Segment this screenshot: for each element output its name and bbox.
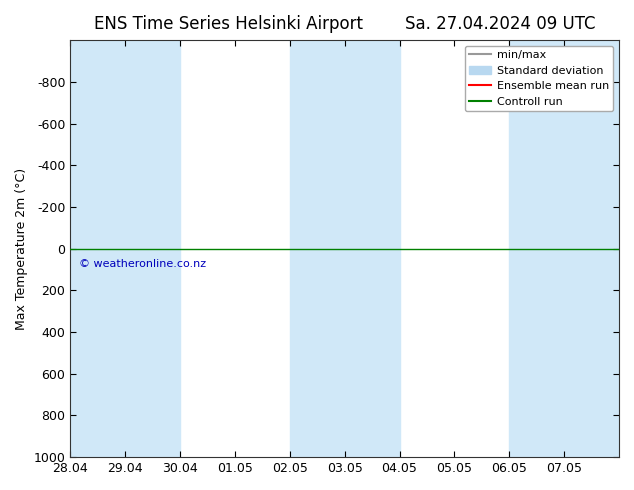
Text: © weatheronline.co.nz: © weatheronline.co.nz [79, 259, 205, 269]
Bar [509, 40, 619, 457]
Bar [70, 40, 180, 457]
Bar [290, 40, 399, 457]
Legend: min/max, Standard deviation, Ensemble mean run, Controll run: min/max, Standard deviation, Ensemble me… [465, 46, 614, 111]
Title: ENS Time Series Helsinki Airport        Sa. 27.04.2024 09 UTC: ENS Time Series Helsinki Airport Sa. 27.… [94, 15, 595, 33]
Y-axis label: Max Temperature 2m (°C): Max Temperature 2m (°C) [15, 168, 28, 330]
